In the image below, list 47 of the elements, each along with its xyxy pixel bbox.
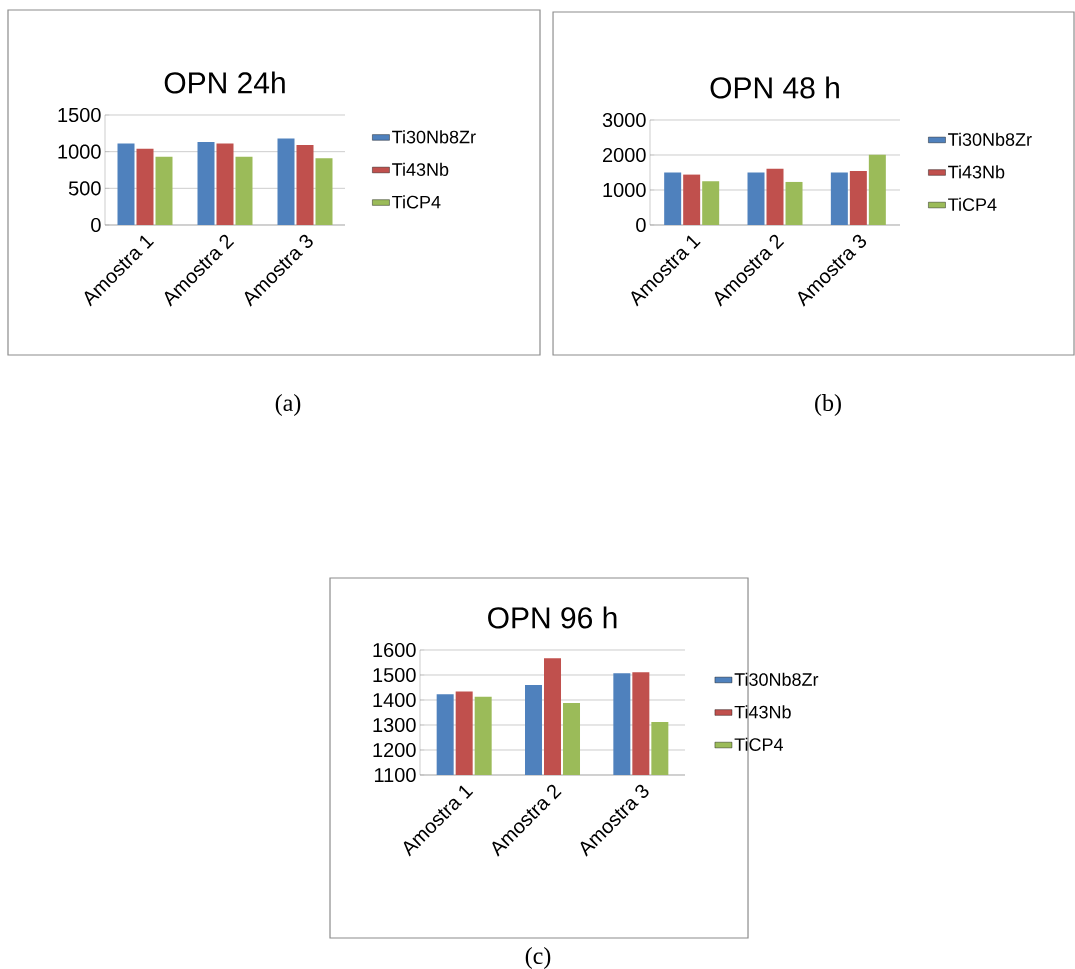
y-tick-label: 1100 (374, 767, 416, 783)
y-tick-label: 1400 (373, 692, 416, 708)
bar (766, 168, 784, 225)
bar (830, 172, 848, 225)
bar (216, 143, 234, 225)
y-tick-label: 0 (91, 217, 101, 233)
y-tick-label: 0 (636, 217, 646, 233)
y-tick-label: 1200 (373, 742, 416, 758)
bar (702, 181, 720, 225)
text: (b) (815, 394, 841, 416)
legend-label: TiCP4 (948, 197, 997, 211)
legend-label: Ti43Nb (734, 705, 791, 719)
bar (868, 154, 886, 225)
legend-label: Ti43Nb (948, 165, 1005, 179)
bar (683, 174, 701, 225)
legend-label: Ti43Nb (392, 162, 449, 176)
text: (a) (275, 394, 301, 416)
bar (277, 138, 295, 225)
bar (785, 181, 803, 225)
bar (849, 171, 867, 225)
bar (136, 148, 154, 225)
y-tick-label: 1500 (58, 107, 101, 123)
y-tick-label: 1500 (373, 667, 416, 683)
legend-label: TiCP4 (734, 737, 783, 751)
chart-title: OPN 48 h (710, 76, 839, 99)
chart-title: OPN 96 h (488, 606, 617, 629)
y-tick-label: 3000 (602, 112, 646, 128)
text: (c) (525, 947, 551, 969)
y-tick-label: 500 (68, 181, 101, 196)
y-tick-label: 1000 (603, 182, 646, 198)
legend-label: Ti30Nb8Zr (392, 130, 476, 144)
bar (117, 143, 135, 225)
y-tick-label: 2000 (602, 147, 646, 163)
bar (235, 156, 253, 225)
legend-label: Ti30Nb8Zr (948, 132, 1032, 146)
bar (664, 172, 682, 225)
legend-label: Ti30Nb8Zr (734, 672, 819, 686)
bar (155, 156, 173, 225)
bar (197, 142, 215, 225)
y-tick-label: 1600 (373, 642, 416, 658)
chart-title: OPN 24h (164, 71, 285, 94)
bar (747, 172, 765, 225)
y-tick-label: 1000 (58, 144, 101, 159)
y-tick-label: 1300 (373, 717, 416, 733)
legend-label: TiCP4 (392, 195, 441, 209)
bar (315, 158, 333, 225)
bar (296, 145, 314, 225)
